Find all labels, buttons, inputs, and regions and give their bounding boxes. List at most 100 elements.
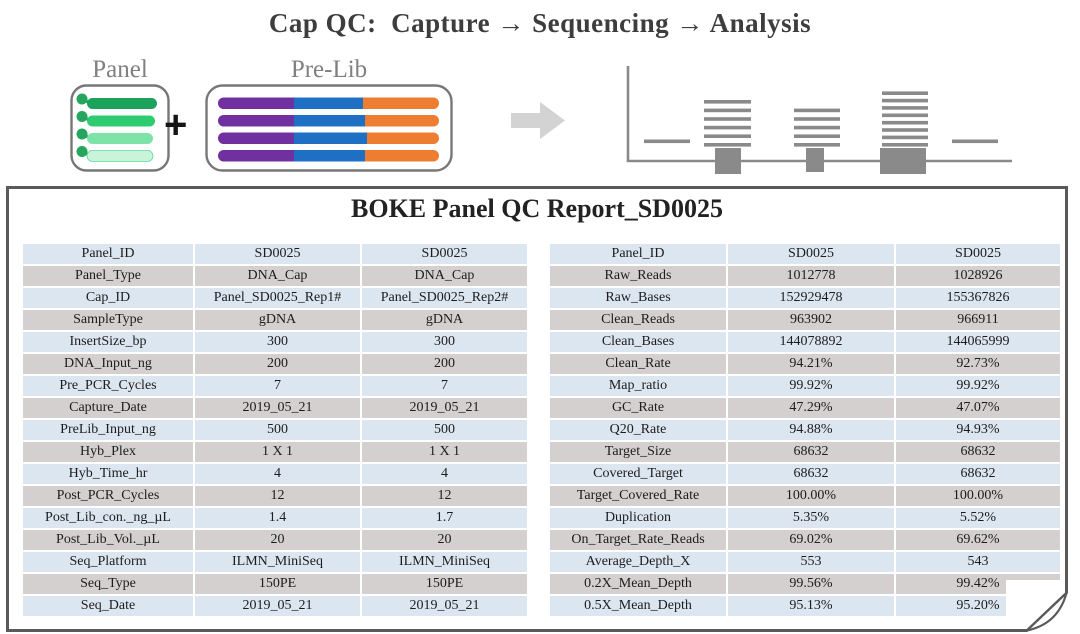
metric-value: 543: [896, 552, 1060, 572]
metric-value: 94.93%: [896, 420, 1060, 440]
metric-value: DNA_Cap: [195, 266, 360, 286]
metric-value: 12: [362, 486, 527, 506]
metric-label: Post_Lib_Vol._µL: [23, 530, 193, 550]
coverage-plot-icon: [626, 66, 1012, 174]
metric-value: 69.02%: [728, 530, 894, 550]
table-row: Clean_Bases 144078892 144065999: [550, 332, 1060, 352]
table-row: Seq_Date 2019_05_21 2019_05_21: [23, 596, 527, 616]
metric-value: 7: [195, 376, 360, 396]
metric-label: PreLib_Input_ng: [23, 420, 193, 440]
metric-label: Clean_Rate: [550, 354, 726, 374]
report-box: BOKE Panel QC Report_SD0025 Panel_ID SD00…: [6, 186, 1068, 632]
qc-table-capture: Panel_ID SD0025 SD0025 Panel_Type DNA_Cap DNA…: [21, 242, 529, 618]
panel-label: Panel: [92, 56, 148, 83]
metric-value: 100.00%: [896, 486, 1060, 506]
metric-label: Pre_PCR_Cycles: [23, 376, 193, 396]
metric-value: 99.92%: [896, 376, 1060, 396]
table-row: Post_Lib_con._ng_µL 1.4 1.7: [23, 508, 527, 528]
metric-value: 2019_05_21: [362, 398, 527, 418]
metric-value: 94.88%: [728, 420, 894, 440]
metric-value: 144065999: [896, 332, 1060, 352]
table-row: Post_Lib_Vol._µL 20 20: [23, 530, 527, 550]
metric-value: 144078892: [728, 332, 894, 352]
metric-label: Hyb_Plex: [23, 442, 193, 462]
metric-value: 68632: [896, 442, 1060, 462]
metric-label: Clean_Reads: [550, 310, 726, 330]
table-row: Covered_Target 68632 68632: [550, 464, 1060, 484]
metric-value: 47.07%: [896, 398, 1060, 418]
metric-value: 500: [195, 420, 360, 440]
metric-value: 150PE: [362, 574, 527, 594]
table-row: 0.2X_Mean_Depth 99.56% 99.42%: [550, 574, 1060, 594]
report-title: BOKE Panel QC Report_SD0025: [351, 194, 723, 223]
metric-value: 1012778: [728, 266, 894, 286]
metric-value: 99.56%: [728, 574, 894, 594]
metric-value: SD0025: [195, 244, 360, 264]
metric-value: ILMN_MiniSeq: [362, 552, 527, 572]
metric-label: DNA_Input_ng: [23, 354, 193, 374]
metric-value: SD0025: [896, 244, 1060, 264]
metric-label: Covered_Target: [550, 464, 726, 484]
metric-value: 20: [195, 530, 360, 550]
metric-value: 2019_05_21: [195, 398, 360, 418]
page-title: Cap QC: Capture → Sequencing → Analysis: [268, 8, 812, 38]
table-row: Target_Size 68632 68632: [550, 442, 1060, 462]
metric-value: 300: [362, 332, 527, 352]
panel-icon: [70, 84, 170, 172]
metric-label: Panel_Type: [23, 266, 193, 286]
table-row: Hyb_Time_hr 4 4: [23, 464, 527, 484]
metric-label: GC_Rate: [550, 398, 726, 418]
metric-label: Map_ratio: [550, 376, 726, 396]
metric-value: gDNA: [362, 310, 527, 330]
metric-value: 4: [195, 464, 360, 484]
metric-value: 2019_05_21: [195, 596, 360, 616]
metric-value: DNA_Cap: [362, 266, 527, 286]
table-row: Q20_Rate 94.88% 94.93%: [550, 420, 1060, 440]
table-row: Seq_Platform ILMN_MiniSeq ILMN_MiniSeq: [23, 552, 527, 572]
metric-value: 963902: [728, 310, 894, 330]
metric-label: Clean_Bases: [550, 332, 726, 352]
metric-value: 68632: [728, 464, 894, 484]
metric-value: 966911: [896, 310, 1060, 330]
metric-label: Raw_Bases: [550, 288, 726, 308]
table-row: DNA_Input_ng 200 200: [23, 354, 527, 374]
metric-value: 20: [362, 530, 527, 550]
corner-fold-icon: [1006, 580, 1068, 632]
metric-value: 68632: [896, 464, 1060, 484]
table-row: SampleType gDNA gDNA: [23, 310, 527, 330]
plus-sign: +: [164, 103, 188, 147]
table-row: Target_Covered_Rate 100.00% 100.00%: [550, 486, 1060, 506]
metric-label: 0.2X_Mean_Depth: [550, 574, 726, 594]
table-row: 0.5X_Mean_Depth 95.13% 95.20%: [550, 596, 1060, 616]
table-row: Average_Depth_X 553 543: [550, 552, 1060, 572]
metric-label: Seq_Type: [23, 574, 193, 594]
metric-label: Post_Lib_con._ng_µL: [23, 508, 193, 528]
table-row: Panel_ID SD0025 SD0025: [23, 244, 527, 264]
metric-label: SampleType: [23, 310, 193, 330]
metric-label: Raw_Reads: [550, 266, 726, 286]
table-row: Capture_Date 2019_05_21 2019_05_21: [23, 398, 527, 418]
table-row: Panel_Type DNA_Cap DNA_Cap: [23, 266, 527, 286]
metric-value: 300: [195, 332, 360, 352]
metric-label: Hyb_Time_hr: [23, 464, 193, 484]
table-row: Raw_Reads 1012778 1028926: [550, 266, 1060, 286]
metric-value: 92.73%: [896, 354, 1060, 374]
metric-value: Panel_SD0025_Rep2#: [362, 288, 527, 308]
metric-label: Post_PCR_Cycles: [23, 486, 193, 506]
table-row: Duplication 5.35% 5.52%: [550, 508, 1060, 528]
metric-value: 5.35%: [728, 508, 894, 528]
metric-label: Average_Depth_X: [550, 552, 726, 572]
metric-value: 47.29%: [728, 398, 894, 418]
metric-value: 4: [362, 464, 527, 484]
metric-value: 1.7: [362, 508, 527, 528]
metric-label: Seq_Date: [23, 596, 193, 616]
metric-value: 68632: [728, 442, 894, 462]
metric-value: 1028926: [896, 266, 1060, 286]
metric-value: 99.92%: [728, 376, 894, 396]
table-row: InsertSize_bp 300 300: [23, 332, 527, 352]
metric-label: Panel_ID: [23, 244, 193, 264]
table-row: GC_Rate 47.29% 47.07%: [550, 398, 1060, 418]
prelib-icon: [205, 84, 453, 172]
table-row: On_Target_Rate_Reads 69.02% 69.62%: [550, 530, 1060, 550]
